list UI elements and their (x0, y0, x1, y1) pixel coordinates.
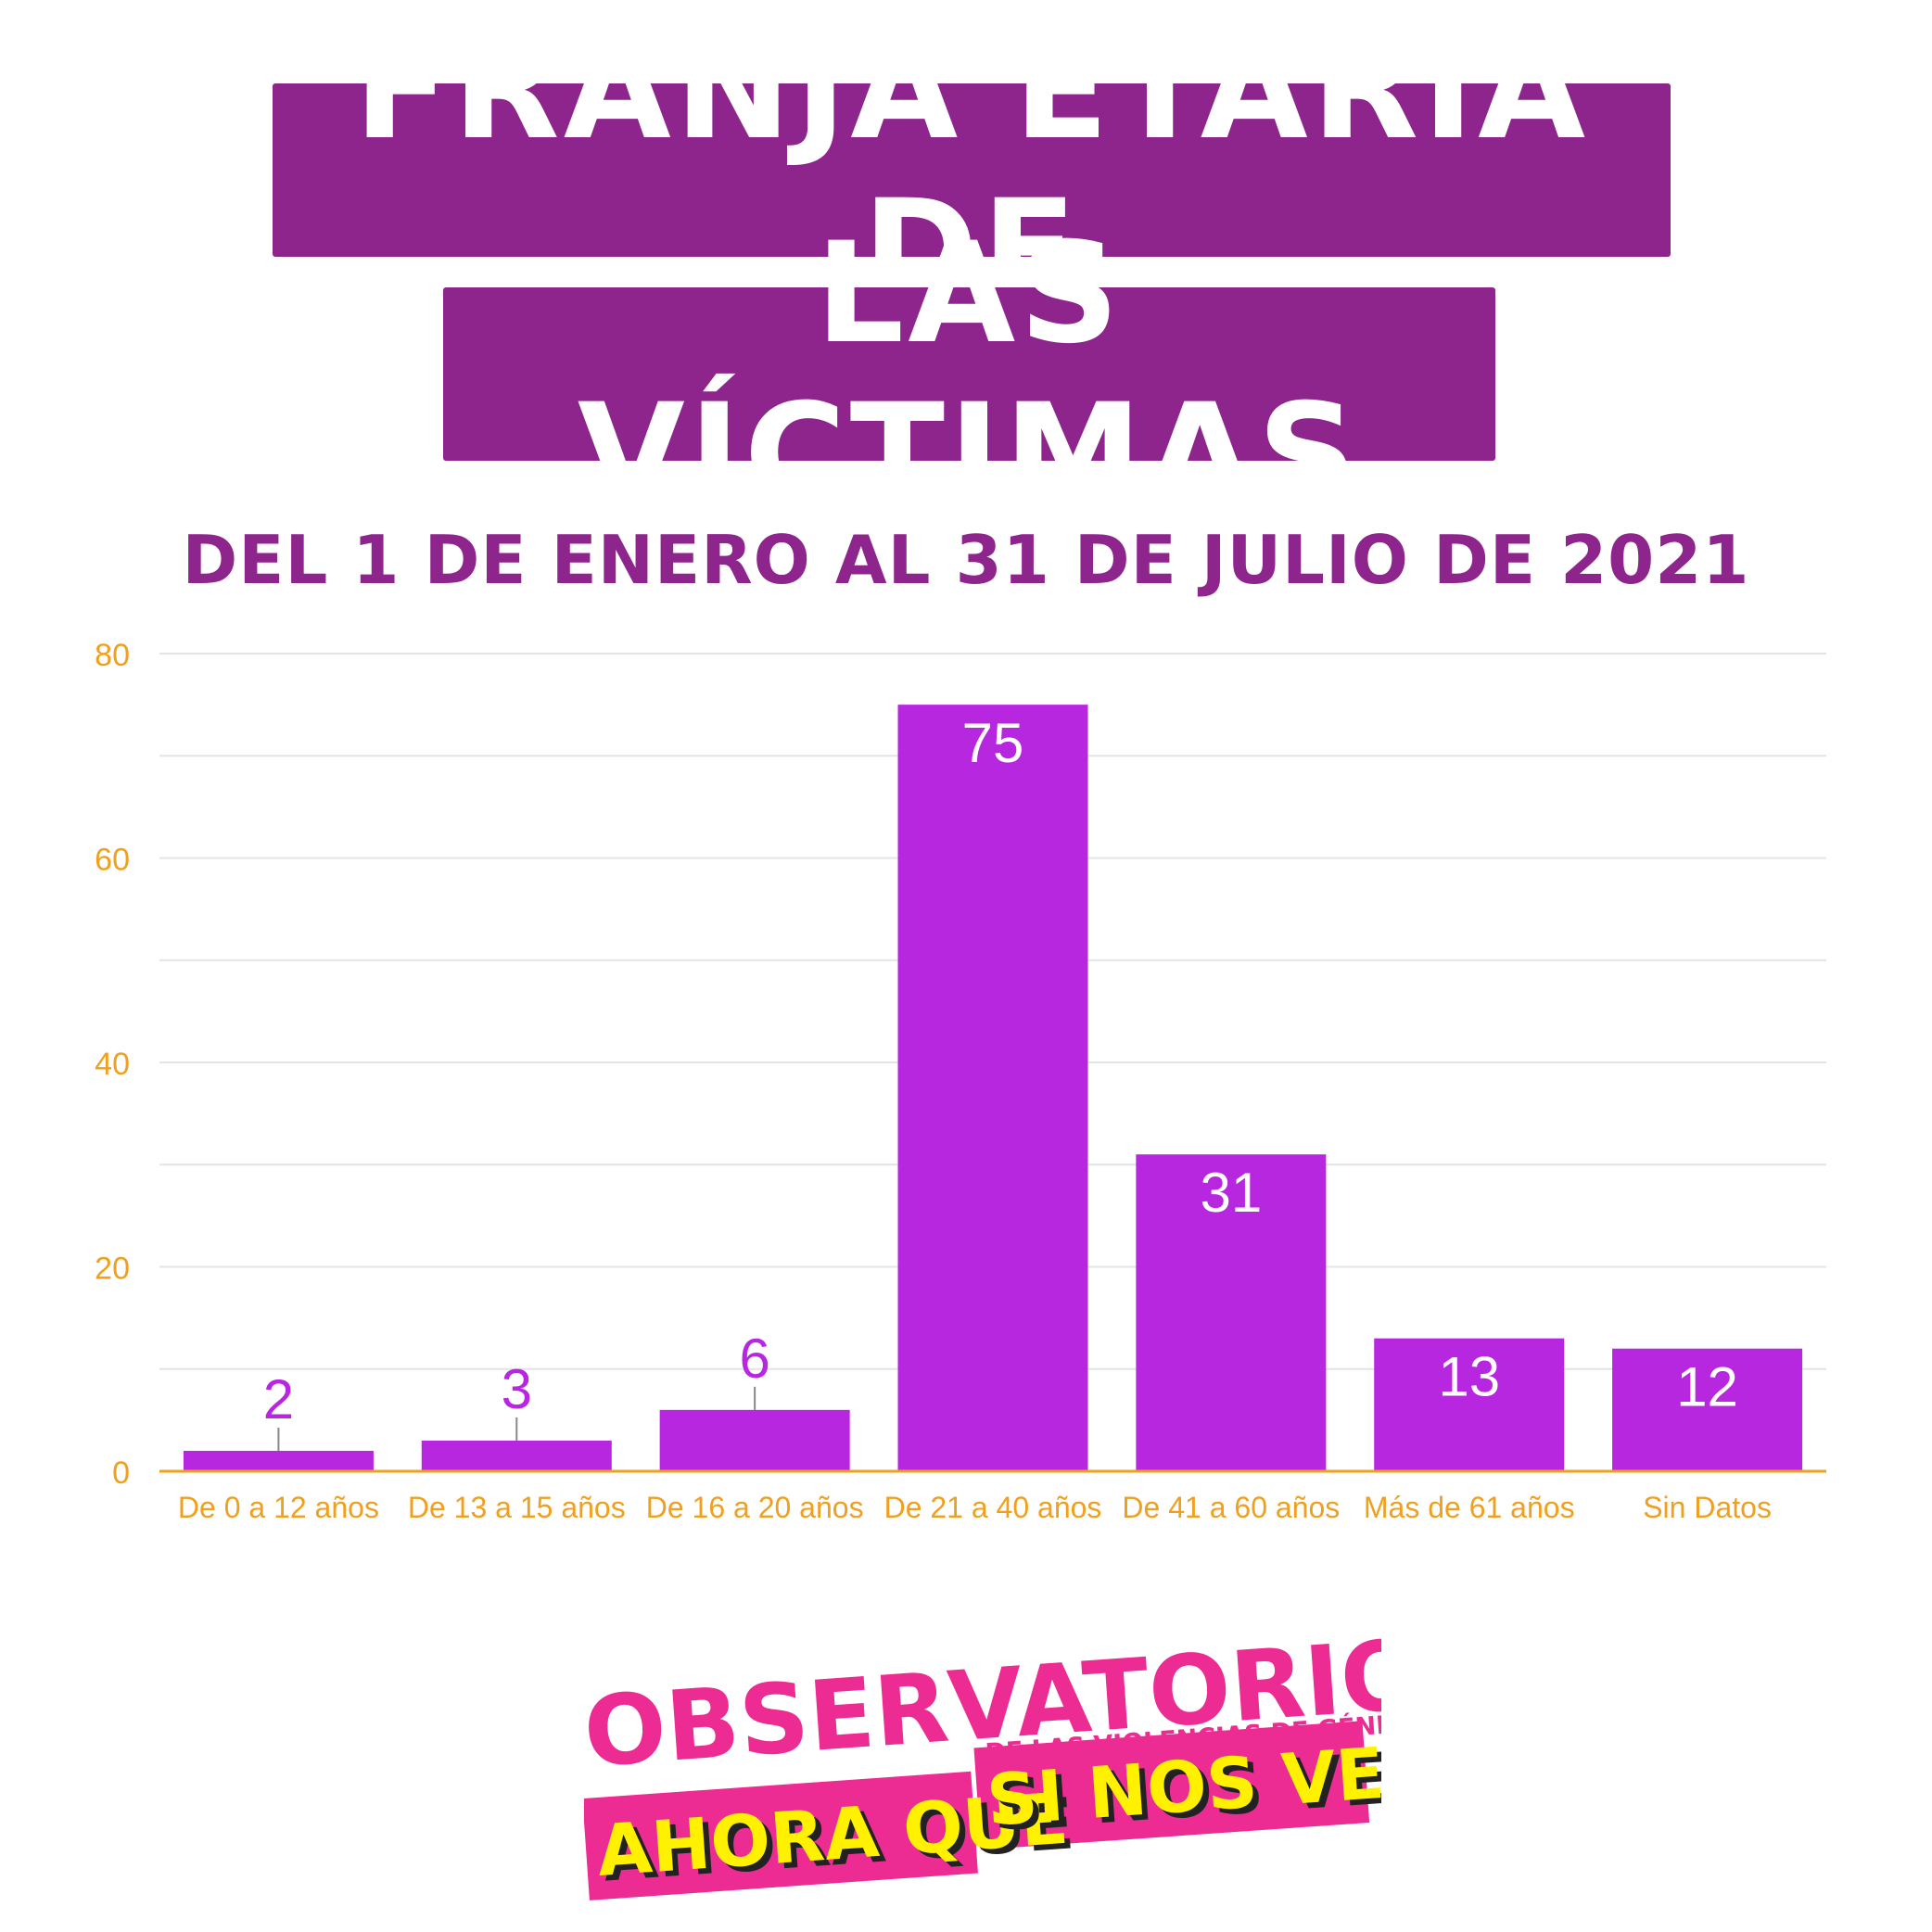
title-line-1-box: FRANJA ETARIA DE (273, 9, 1671, 332)
x-tick-label: De 16 a 20 años (646, 1491, 864, 1524)
bar (421, 1440, 612, 1471)
data-label: 75 (962, 712, 1024, 774)
bar (1374, 1338, 1565, 1471)
y-tick-label: 60 (95, 843, 130, 878)
title-line-2: LAS VÍCTIMAS (577, 212, 1362, 536)
data-label: 12 (1676, 1356, 1738, 1418)
data-label: 13 (1438, 1346, 1500, 1408)
bar-chart: 0 20 40 60 80 2 3 6 75 31 13 12 De 0 a 12 años De 1… (95, 638, 1826, 1524)
x-tick-label: De 41 a 60 años (1122, 1491, 1340, 1524)
logo-band-left (584, 1771, 978, 1900)
y-tick-label: 40 (95, 1047, 130, 1082)
data-label: 2 (263, 1368, 294, 1430)
x-tick-label: De 0 a 12 años (178, 1491, 379, 1524)
data-label: 31 (1200, 1162, 1262, 1224)
x-axis-ticks: De 0 a 12 años De 13 a 15 años De 16 a 20 … (178, 1491, 1772, 1524)
logo-band-right (973, 1721, 1370, 1850)
bar (897, 705, 1088, 1471)
y-tick-label: 80 (95, 638, 130, 673)
bars (183, 705, 1803, 1471)
x-tick-label: De 21 a 40 años (884, 1491, 1102, 1524)
title-line-1: FRANJA ETARIA DE (353, 8, 1590, 332)
data-label: 6 (739, 1328, 769, 1390)
y-tick-label: 0 (112, 1455, 130, 1491)
y-axis-ticks: 0 20 40 60 80 (95, 638, 130, 1491)
bar (183, 1450, 374, 1471)
x-tick-label: Sin Datos (1643, 1491, 1772, 1524)
bar (1612, 1348, 1803, 1471)
y-tick-label: 20 (95, 1252, 130, 1287)
bar (1136, 1154, 1327, 1471)
subtitle: DEL 1 DE ENERO AL 31 DE JULIO DE 2021 (182, 521, 1750, 599)
x-tick-label: Más de 61 años (1364, 1491, 1575, 1524)
x-tick-label: De 13 a 15 años (408, 1491, 626, 1524)
observatorio-logo: OBSERVATORIO DE LAS VIOLENCIAS DE GÉNERO… (584, 1618, 1381, 1900)
title-line-2-box: LAS VÍCTIMAS (443, 213, 1495, 536)
data-label: 3 (502, 1358, 532, 1420)
data-labels: 2 3 6 75 31 13 12 (263, 712, 1738, 1451)
bar (659, 1409, 850, 1471)
